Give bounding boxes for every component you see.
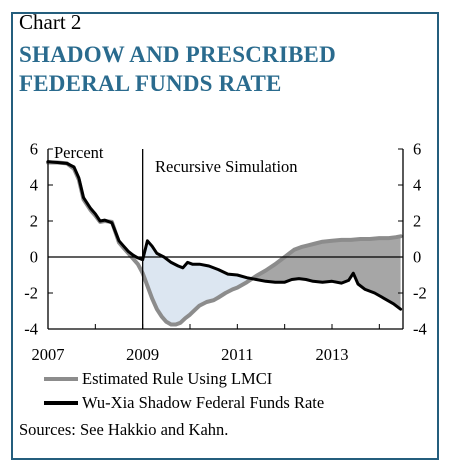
axes: -4 -4 -2 -2 0 0 2 2 4 4 6 6 2007 2009 2011 2013	[24, 140, 427, 365]
y-tick-label-left: -2	[24, 284, 38, 303]
fill-rule-above-shadow	[252, 236, 401, 310]
legend-item-shadow: Wu-Xia Shadow Federal Funds Rate	[44, 391, 324, 415]
y-tick-label-right: 2	[413, 212, 421, 231]
y-tick-label-left: 6	[30, 140, 38, 159]
legend-label-rule: Estimated Rule Using LMCI	[82, 369, 273, 388]
series-lines	[46, 160, 403, 327]
y-axis-label: Percent	[54, 143, 104, 162]
x-tick-label: 2013	[316, 345, 349, 364]
legend-swatch-shadow	[44, 401, 78, 405]
annotation-label: Recursive Simulation	[155, 157, 298, 176]
y-tick-label-right: 4	[413, 176, 421, 195]
y-tick-label-right: 0	[413, 248, 421, 267]
legend-item-rule: Estimated Rule Using LMCI	[44, 367, 324, 391]
x-tick-label: 2011	[221, 345, 253, 364]
legend-swatch-rule	[44, 377, 78, 381]
sources-note: Sources: See Hakkio and Kahn.	[19, 420, 229, 439]
x-tick-label: 2007	[32, 345, 65, 364]
series-line-shadow	[46, 160, 403, 311]
y-tick-label-right: -4	[413, 320, 427, 339]
y-tick-label-right: 6	[413, 140, 421, 159]
y-tick-label-left: 4	[30, 176, 38, 195]
chart-panel	[11, 12, 439, 460]
y-tick-label-right: -2	[413, 284, 427, 303]
legend: Estimated Rule Using LMCI Wu-Xia Shadow …	[44, 367, 324, 415]
chart-number: Chart 2	[19, 10, 82, 34]
y-tick-label-left: -4	[24, 320, 38, 339]
legend-label-shadow: Wu-Xia Shadow Federal Funds Rate	[82, 393, 325, 412]
chart-title: SHADOW AND PRESCRIBED FEDERAL FUNDS RATE	[19, 42, 336, 96]
y-tick-label-left: 2	[30, 212, 38, 231]
x-tick-label: 2009	[126, 345, 159, 364]
y-tick-label-left: 0	[30, 248, 38, 267]
